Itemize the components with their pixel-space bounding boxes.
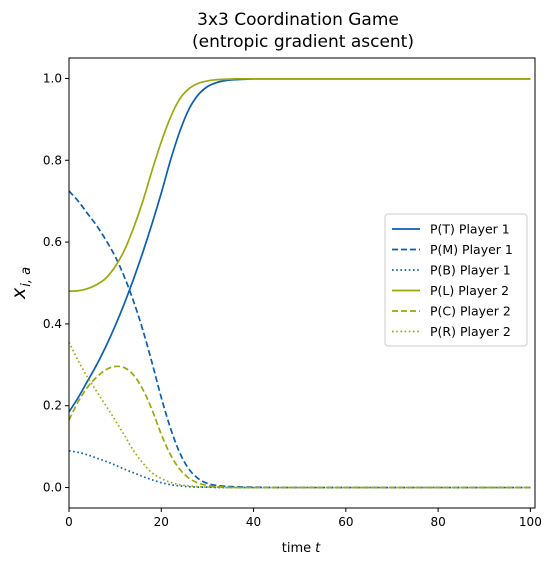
y-tick-label: 1.0 bbox=[43, 71, 62, 85]
legend-frame bbox=[384, 213, 528, 347]
chart-title: 3x3 Coordination Game (entropic gradient… bbox=[192, 10, 414, 52]
series-line-6 bbox=[68, 341, 531, 489]
series-line-5 bbox=[68, 365, 531, 489]
y-tick-label: 0.0 bbox=[43, 481, 62, 495]
legend: P(T) Player 1 P(M) Player 1 P(B) Player 1 P… bbox=[384, 213, 528, 347]
legend-label-1: P(T) Player 1 bbox=[430, 222, 510, 237]
legend-label-6: P(R) Player 2 bbox=[430, 324, 511, 339]
x-axis-label-var: t bbox=[315, 541, 321, 556]
subtitle: (entropic gradient ascent) bbox=[192, 32, 414, 52]
legend-label-5: P(C) Player 2 bbox=[430, 304, 511, 319]
y-axis-label-main: x bbox=[8, 287, 30, 300]
y-axis-label-sub: i, a bbox=[19, 267, 34, 287]
legend-label-2: P(M) Player 1 bbox=[430, 242, 513, 257]
legend-label-4: P(L) Player 2 bbox=[430, 283, 509, 298]
plot-frame bbox=[68, 57, 536, 509]
x-axis-label: time t bbox=[282, 541, 321, 556]
x-axis: 0 20 40 60 80 100 bbox=[65, 508, 542, 529]
x-tick-label: 40 bbox=[246, 515, 261, 529]
plot-lines bbox=[68, 77, 531, 489]
y-tick-label: 0.6 bbox=[43, 235, 62, 249]
x-tick-label: 60 bbox=[338, 515, 353, 529]
x-tick-label: 80 bbox=[430, 515, 445, 529]
legend-label-3: P(B) Player 1 bbox=[430, 263, 511, 278]
x-tick-label: 0 bbox=[65, 515, 73, 529]
series-line-4 bbox=[68, 77, 531, 293]
y-axis: 0.0 0.2 0.4 0.6 0.8 1.0 bbox=[43, 71, 69, 495]
y-tick-label: 0.4 bbox=[43, 317, 62, 331]
y-tick-label: 0.2 bbox=[43, 399, 62, 413]
x-axis-label-main: time bbox=[282, 541, 311, 556]
x-tick-label: 20 bbox=[154, 515, 169, 529]
x-tick-label: 100 bbox=[519, 515, 542, 529]
y-tick-label: 0.8 bbox=[43, 153, 62, 167]
title: 3x3 Coordination Game bbox=[197, 10, 399, 30]
series-line-3 bbox=[68, 449, 531, 489]
y-axis-label: xi, a bbox=[8, 267, 34, 300]
